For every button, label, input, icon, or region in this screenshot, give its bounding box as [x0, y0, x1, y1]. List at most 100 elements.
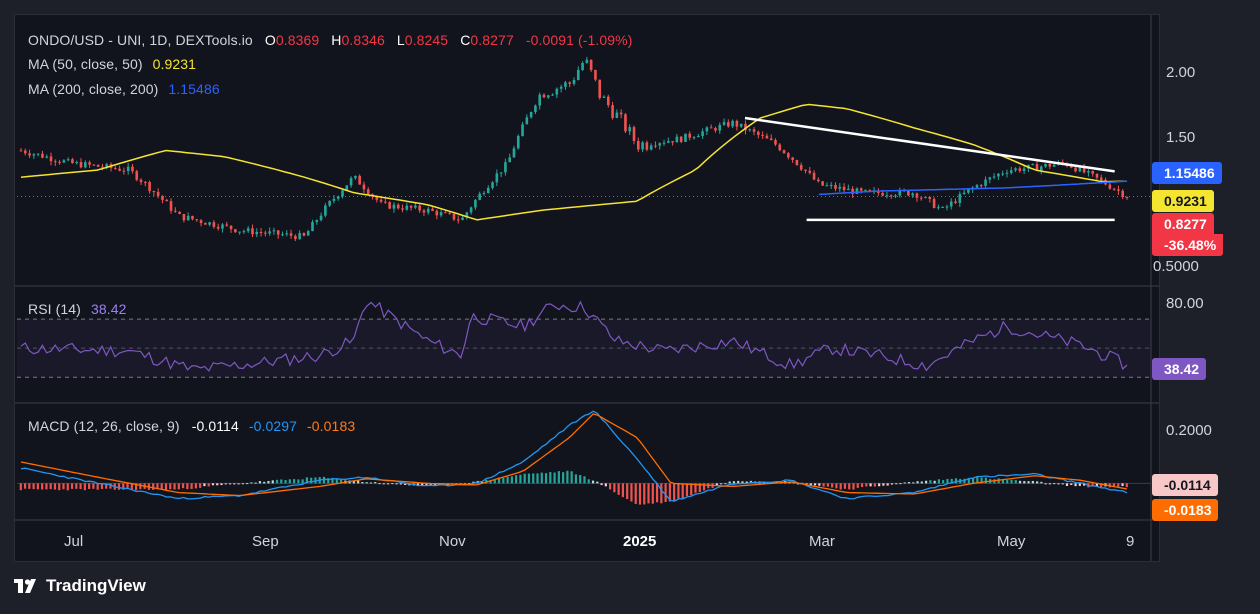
macd-histogram-bar: [203, 483, 206, 487]
candle-body: [1018, 168, 1022, 172]
candle-body: [229, 225, 233, 230]
candle-body: [1005, 172, 1009, 174]
candle-body: [1074, 167, 1077, 172]
macd-histogram-bar: [685, 483, 689, 497]
open-label: O: [264, 32, 276, 48]
chart-canvas[interactable]: [15, 15, 1159, 561]
candle-body: [581, 62, 584, 70]
macd-histogram-bar: [181, 483, 185, 489]
macd-histogram-bar: [579, 475, 582, 484]
candle-body: [688, 133, 692, 138]
macd-histogram-bar: [186, 483, 189, 490]
candle-body: [302, 233, 306, 236]
candle-body: [516, 135, 520, 149]
candle-body: [1039, 166, 1043, 171]
macd-histogram-bar: [66, 483, 69, 491]
rsi-tick-80: 80.00: [1166, 295, 1204, 312]
macd-histogram-bar: [1100, 483, 1103, 488]
candle-body: [362, 184, 366, 190]
candle-body: [894, 195, 897, 197]
candle-body: [1009, 170, 1013, 173]
macd-histogram-bar: [164, 483, 168, 491]
candle-body: [915, 193, 919, 198]
candle-body: [898, 189, 902, 196]
price-tick-2: 2.00: [1166, 64, 1196, 81]
candle-body: [598, 79, 602, 98]
macd-histogram-bar: [621, 483, 625, 498]
macd-legend[interactable]: MACD (12, 26, close, 9) -0.0114 -0.0297 …: [28, 418, 355, 434]
macd-histogram-bar: [839, 483, 842, 490]
high-value: 0.8346: [341, 32, 385, 48]
candle-body: [238, 231, 241, 233]
close-value: 0.8277: [470, 32, 514, 48]
macd-histogram-bar: [848, 483, 851, 490]
macd-histogram-bar: [732, 481, 736, 484]
macd-histogram-bar: [357, 480, 360, 484]
candle-body: [907, 190, 910, 196]
macd-histogram-bar: [655, 483, 659, 503]
candle-body: [1022, 168, 1026, 172]
macd-histogram-bar: [177, 483, 180, 490]
ma200-legend[interactable]: MA (200, close, 200) 1.15486: [28, 81, 220, 97]
macd-histogram-bar: [433, 483, 437, 486]
candle-body: [778, 144, 782, 151]
candle-body: [199, 220, 203, 224]
macd-histogram-bar: [895, 483, 898, 485]
candle-body: [709, 127, 713, 129]
macd-histogram-bar: [190, 483, 193, 490]
macd-histogram-bar: [194, 483, 197, 489]
macd-histogram-bar: [109, 483, 112, 489]
candle-body: [242, 231, 246, 233]
macd-histogram-bar: [139, 483, 142, 490]
tradingview-icon: [14, 579, 36, 593]
ma200-price-tag: 1.15486: [1152, 162, 1222, 184]
candle-body: [1078, 166, 1082, 172]
candle-body: [949, 201, 953, 207]
candle-body: [564, 82, 567, 87]
macd-histogram-bar: [826, 483, 829, 487]
macd-histogram-bar: [211, 483, 215, 486]
macd-histogram-bar: [818, 483, 821, 486]
macd-histogram-bar: [134, 483, 138, 491]
candle-body: [272, 230, 276, 232]
macd-histogram-bar: [527, 473, 531, 484]
candle-body: [705, 127, 709, 132]
ma50-legend[interactable]: MA (50, close, 50) 0.9231: [28, 56, 196, 72]
candle-body: [478, 193, 481, 200]
macd-histogram-bar: [835, 483, 838, 489]
candle-body: [212, 222, 216, 227]
candle-body: [568, 82, 572, 84]
candle-body: [289, 233, 293, 236]
macd-histogram-bar: [254, 482, 257, 484]
macd-histogram-bar: [493, 479, 496, 484]
candle-body: [388, 202, 391, 209]
macd-histogram-bar: [856, 483, 859, 488]
candle-body: [521, 124, 524, 136]
macd-histogram-bar: [301, 479, 304, 484]
candle-body: [692, 137, 696, 139]
candle-body: [105, 164, 109, 168]
macd-histogram-bar: [630, 483, 633, 502]
candle-body: [306, 231, 310, 236]
candle-body: [491, 182, 494, 188]
tradingview-logo[interactable]: TradingView: [14, 576, 146, 596]
candle-body: [555, 88, 559, 95]
candle-body: [889, 195, 893, 197]
candle-body: [444, 212, 447, 214]
candle-body: [225, 224, 229, 226]
candle-body: [32, 154, 36, 156]
candle-body: [637, 140, 640, 150]
macd-histogram-bar: [335, 478, 338, 484]
candle-body: [769, 138, 773, 141]
macd-histogram-bar: [1053, 483, 1056, 485]
macd-histogram-bar: [809, 483, 812, 486]
macd-histogram-bar: [386, 483, 390, 485]
candle-body: [508, 157, 511, 163]
candle-body: [714, 128, 717, 131]
candle-body: [757, 131, 760, 135]
candle-body: [937, 207, 940, 209]
candle-body: [41, 153, 44, 158]
macd-histogram-bar: [651, 483, 654, 504]
candle-body: [495, 173, 499, 183]
rsi-legend[interactable]: RSI (14) 38.42: [28, 301, 126, 317]
